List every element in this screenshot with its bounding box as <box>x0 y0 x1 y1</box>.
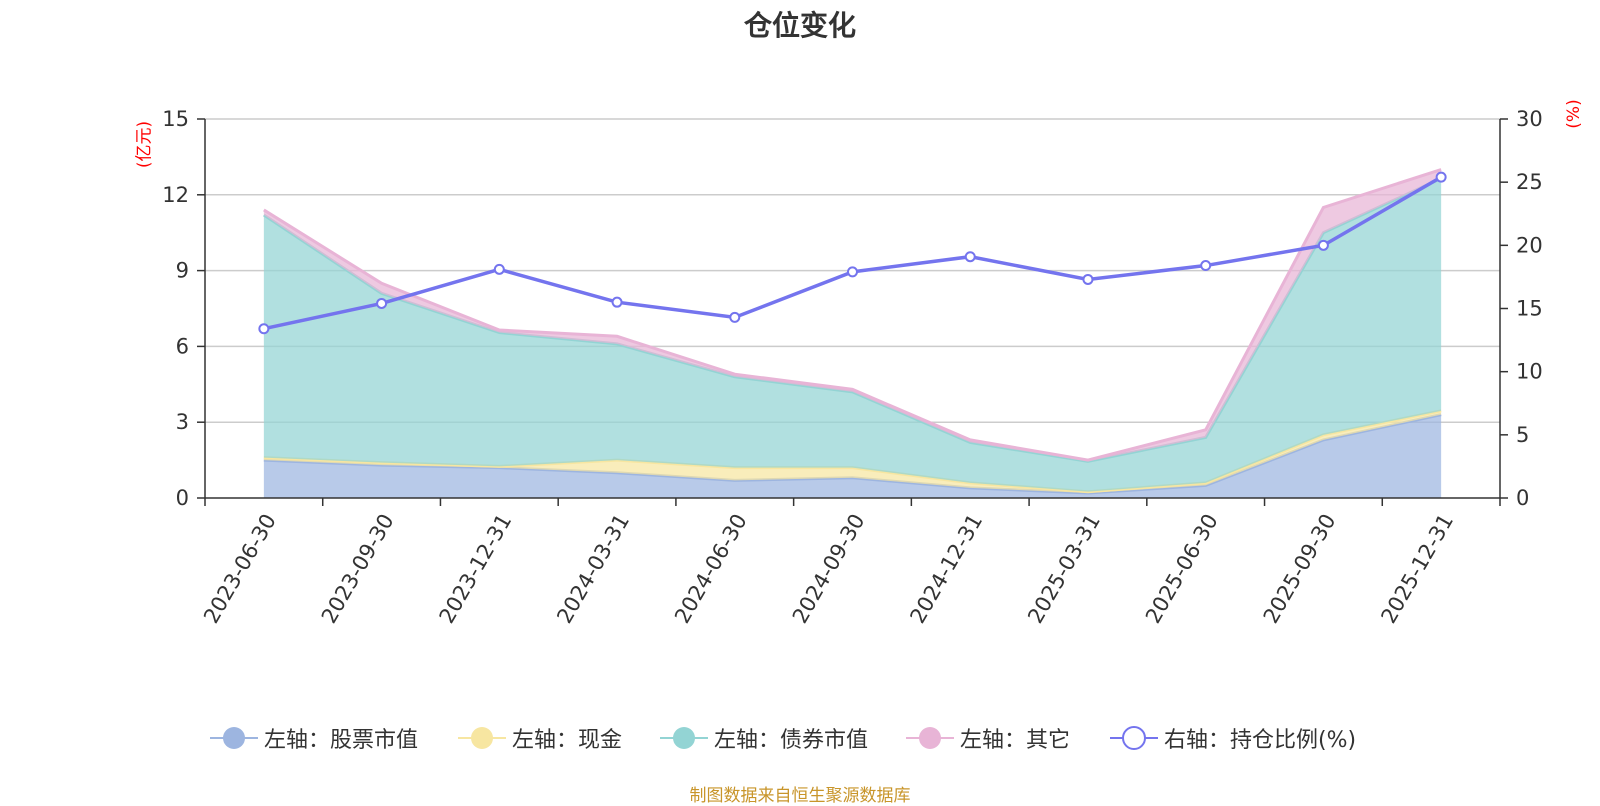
ratio-point <box>376 297 388 309</box>
right-tick-label: 15 <box>1516 297 1543 321</box>
legend-label: 左轴：其它 <box>960 728 1071 753</box>
ratio-point <box>729 311 741 323</box>
legend-marker <box>673 727 695 749</box>
data-source-note: 制图数据来自恒生聚源数据库 <box>689 786 911 806</box>
legend: 左轴：股票市值 左轴：现金 左轴：债券市值 左轴：其它 右轴：持仓比例(%) <box>0 722 1600 754</box>
legend-item[interactable]: 左轴：债券市值 <box>660 722 868 754</box>
x-tick-label: 2023-12-31 <box>435 510 517 628</box>
legend-label: 右轴：持仓比例(%) <box>1164 728 1357 753</box>
x-tick-label: 2024-03-31 <box>552 510 634 628</box>
x-tick-label: 2025-03-31 <box>1023 510 1105 628</box>
right-tick-label: 10 <box>1516 360 1543 384</box>
right-tick-label: 25 <box>1516 170 1543 194</box>
right-tick-label: 0 <box>1516 486 1529 510</box>
x-tick-label: 2024-06-30 <box>670 510 752 628</box>
x-tick-label: 2024-12-31 <box>905 510 987 628</box>
legend-item[interactable]: 左轴：其它 <box>906 722 1070 754</box>
ratio-point <box>1082 273 1094 285</box>
left-tick-label: 3 <box>176 410 189 434</box>
legend-symbol <box>906 727 954 749</box>
ratio-point <box>1435 171 1447 183</box>
legend-symbol <box>660 727 708 749</box>
area-edge-4 <box>263 168 1442 462</box>
x-tick-label: 2025-12-31 <box>1376 510 1458 628</box>
legend-marker <box>919 727 941 749</box>
legend-marker <box>223 727 245 749</box>
legend-marker <box>471 727 493 749</box>
chart-title: 仓位变化 <box>743 9 856 42</box>
x-tick-label: 2025-09-30 <box>1259 510 1341 628</box>
ratio-point <box>964 251 976 263</box>
legend-label: 左轴：股票市值 <box>264 728 419 753</box>
left-tick-label: 12 <box>162 183 189 207</box>
legend-symbol <box>1110 726 1158 750</box>
legend-symbol <box>458 727 506 749</box>
x-tick-label: 2024-09-30 <box>788 510 870 628</box>
x-tick-label: 2023-09-30 <box>317 510 399 628</box>
right-tick-label: 20 <box>1516 233 1543 257</box>
legend-symbol <box>210 727 258 749</box>
ratio-point <box>847 266 858 278</box>
area-3 <box>263 178 1442 492</box>
area-1 <box>263 414 1442 498</box>
legend-item[interactable]: 右轴：持仓比例(%) <box>1110 722 1356 754</box>
left-tick-label: 9 <box>176 259 189 283</box>
legend-marker <box>1122 726 1146 750</box>
x-tick-label: 2025-06-30 <box>1141 510 1223 628</box>
legend-label: 左轴：债券市值 <box>714 728 869 753</box>
ratio-point <box>1317 239 1329 251</box>
left-tick-label: 0 <box>176 486 189 510</box>
right-tick-label: 5 <box>1516 423 1529 447</box>
legend-label: 左轴：现金 <box>512 728 623 753</box>
legend-item[interactable]: 左轴：股票市值 <box>210 722 418 754</box>
ratio-point <box>258 323 270 335</box>
right-tick-label: 30 <box>1516 107 1543 131</box>
left-tick-label: 6 <box>176 334 189 358</box>
ratio-point <box>493 263 505 275</box>
ratio-point <box>1200 260 1212 272</box>
x-tick-label: 2023-06-30 <box>199 510 281 628</box>
legend-item[interactable]: 左轴：现金 <box>458 722 622 754</box>
ratio-point <box>611 296 623 308</box>
area-2 <box>263 410 1442 493</box>
left-tick-label: 15 <box>162 107 189 131</box>
